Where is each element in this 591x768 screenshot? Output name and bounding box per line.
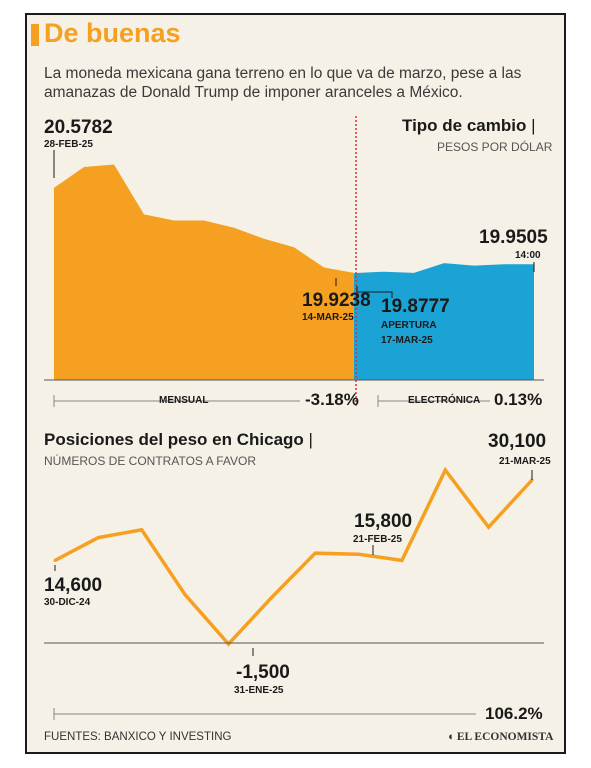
chicago-point-9 — [443, 468, 447, 472]
chicago-point-8 — [400, 558, 404, 562]
chicago-point-7 — [357, 552, 361, 556]
chart2-subtitle: NÚMEROS DE CONTRATOS A FAVOR — [44, 454, 257, 468]
brand-logo: ◖ EL ECONOMISTA — [447, 731, 554, 743]
chicago-point-6 — [313, 551, 317, 555]
end-rate-time: 14:00 — [515, 250, 541, 261]
electronic-bar-label: ELECTRÓNICA — [408, 395, 481, 406]
chicago-point-10 — [487, 525, 491, 529]
jan31-value: -1,500 — [236, 662, 290, 683]
chicago-point-0 — [53, 558, 57, 562]
chicago-point-5 — [270, 595, 274, 599]
area-series-monthly — [54, 164, 354, 380]
sources-note: FUENTES: BANXICO Y INVESTING — [44, 731, 232, 743]
page-title: De buenas — [44, 18, 181, 48]
dec30-value: 14,600 — [44, 575, 103, 596]
mar21-date: 21-MAR-25 — [499, 456, 551, 467]
chicago-point-3 — [183, 593, 187, 597]
open-rate-pointer — [356, 286, 393, 298]
electronic-bar-value: 0.13% — [494, 390, 543, 409]
chart1-title: Tipo de cambio | — [402, 116, 536, 135]
chart1-subtitle: PESOS POR DÓLAR — [437, 140, 553, 154]
jan31-date: 31-ENE-25 — [234, 685, 284, 696]
chicago-positions-line — [54, 466, 534, 647]
mar14-rate-date: 14-MAR-25 — [302, 312, 354, 323]
chicago-change-value: 106.2% — [485, 704, 543, 723]
infographic-frame — [25, 13, 566, 754]
open-rate-date: 17-MAR-25 — [381, 335, 433, 346]
title-accent-bar — [31, 24, 39, 46]
start-rate-value: 20.5782 — [44, 117, 113, 138]
mar21-value: 30,100 — [488, 431, 547, 452]
open-rate-note: APERTURA — [381, 320, 437, 331]
mar14-rate-value: 19.9238 — [302, 290, 371, 311]
chicago-point-2 — [140, 528, 144, 532]
dec30-date: 30-DIC-24 — [44, 597, 91, 608]
chicago-point-1 — [96, 536, 100, 540]
end-rate-value: 19.9505 — [479, 227, 548, 248]
page-subtitle: La moneda mexicana gana terreno en lo qu… — [44, 65, 522, 101]
start-rate-date: 28-FEB-25 — [44, 139, 93, 150]
chart2-title: Posiciones del peso en Chicago | — [44, 430, 313, 449]
feb21-value: 15,800 — [354, 511, 413, 532]
feb21-date: 21-FEB-25 — [353, 534, 402, 545]
monthly-bar-label: MENSUAL — [159, 395, 209, 406]
area-series-electronic — [354, 263, 534, 380]
open-rate-value: 19.8777 — [381, 296, 450, 317]
monthly-bar-value: -3.18% — [305, 390, 359, 409]
